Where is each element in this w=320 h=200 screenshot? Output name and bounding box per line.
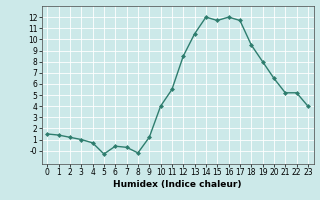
- X-axis label: Humidex (Indice chaleur): Humidex (Indice chaleur): [113, 180, 242, 189]
